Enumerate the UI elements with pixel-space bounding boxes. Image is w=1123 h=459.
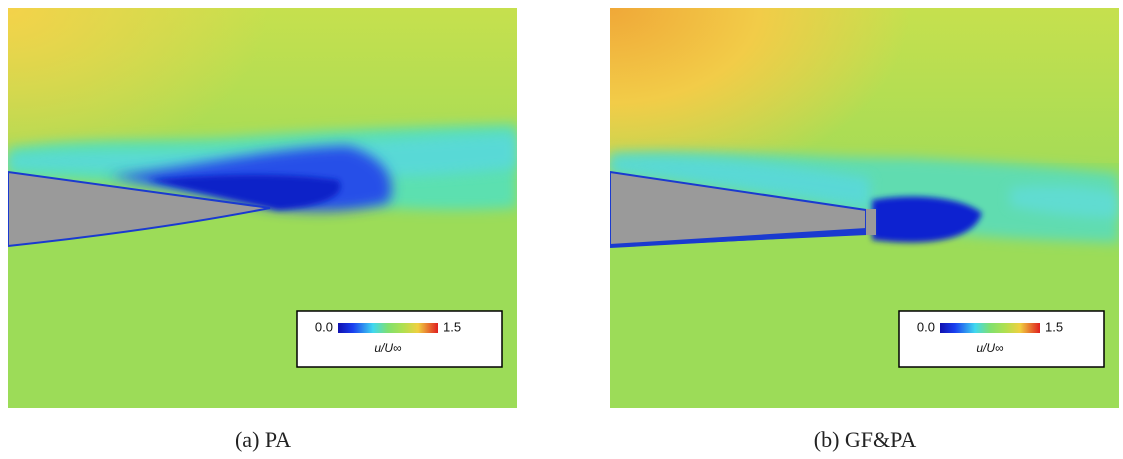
colorbar-legend: 0.0 1.5 u/U∞ — [899, 311, 1104, 367]
colorbar-label: u/U∞ — [976, 341, 1004, 355]
colorbar-max: 1.5 — [443, 319, 461, 334]
colorbar — [940, 323, 1040, 333]
colorbar-max: 1.5 — [1045, 319, 1063, 334]
colorbar — [338, 323, 438, 333]
colorbar-legend: 0.0 1.5 u/U∞ — [297, 311, 502, 367]
colorbar-min: 0.0 — [315, 319, 333, 334]
caption: (a) PA — [235, 427, 291, 452]
panel-b: 0.0 1.5 u/U∞ — [610, 8, 1119, 408]
panel-a: 0.0 1.5 u/U∞ — [8, 8, 517, 408]
colorbar-label: u/U∞ — [374, 341, 402, 355]
figure: 0.0 1.5 u/U∞ (a) PA 0.0 1.5 u/U∞ (b) GF&… — [0, 0, 1123, 459]
colorbar-min: 0.0 — [917, 319, 935, 334]
caption: (b) GF&PA — [814, 427, 917, 452]
